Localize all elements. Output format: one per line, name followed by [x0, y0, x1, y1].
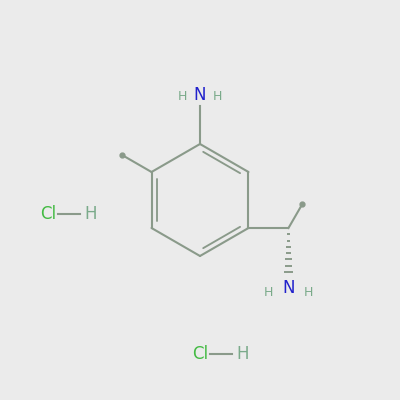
- Text: H: H: [213, 90, 222, 103]
- Text: H: H: [304, 286, 313, 299]
- Text: N: N: [282, 279, 295, 297]
- Text: H: H: [264, 286, 273, 299]
- Text: Cl: Cl: [40, 205, 56, 223]
- Text: Cl: Cl: [192, 345, 208, 363]
- Text: N: N: [194, 86, 206, 104]
- Text: H: H: [236, 345, 248, 363]
- Text: H: H: [84, 205, 96, 223]
- Text: H: H: [178, 90, 187, 103]
